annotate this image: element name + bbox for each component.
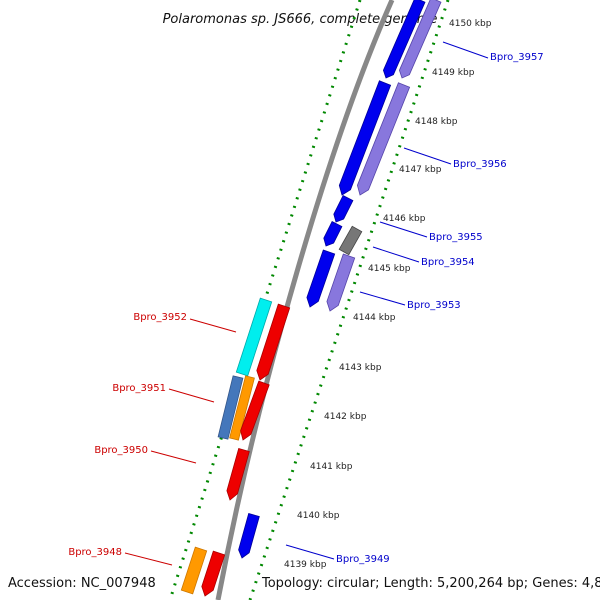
gene-label-bpro-3950[interactable]: Bpro_3950 <box>94 445 148 456</box>
label-connector-line <box>285 544 335 560</box>
gene-bpro-3951-arrow[interactable] <box>217 375 244 440</box>
kbp-tick-label: 4149 kbp <box>432 68 475 78</box>
label-connector-line <box>403 147 452 165</box>
genome-backbone <box>215 0 395 600</box>
label-connector-line <box>359 291 406 306</box>
gene-label-bpro-3956[interactable]: Bpro_3956 <box>453 159 507 170</box>
gene-label-bpro-3952[interactable]: Bpro_3952 <box>133 312 187 323</box>
kbp-tick-label: 4150 kbp <box>449 19 492 29</box>
gene-bpro-3948-arrow[interactable] <box>201 550 226 597</box>
kbp-tick-label: 4139 kbp <box>284 560 327 570</box>
label-connectors <box>124 41 489 566</box>
accession-text: Accession: NC_007948 <box>8 576 156 591</box>
genome-summary-text: Topology: circular; Length: 5,200,264 bp… <box>261 576 600 591</box>
gene-bpro-3950-arrow[interactable] <box>226 448 250 501</box>
label-connector-line <box>168 388 215 403</box>
gene-bpro-3954-arrow[interactable] <box>338 225 363 256</box>
label-connector-line <box>372 246 420 263</box>
kbp-tick-label: 4141 kbp <box>310 462 353 472</box>
gene-bpro-3949-arrow[interactable] <box>238 513 260 559</box>
gene-bpro-3953-arrow[interactable] <box>326 253 356 312</box>
label-connector-line <box>189 318 237 333</box>
label-connector-line <box>379 221 428 238</box>
gene-bpro-3951-arrow[interactable] <box>240 380 270 441</box>
kbp-tick-label: 4148 kbp <box>415 117 458 127</box>
gene-bpro-3956-arrow[interactable] <box>356 82 411 196</box>
gene-label-bpro-3951[interactable]: Bpro_3951 <box>112 383 166 394</box>
gene-bpro-3956-arrow[interactable] <box>338 80 392 196</box>
gene-label-bpro-3954[interactable]: Bpro_3954 <box>421 257 475 268</box>
label-connector-line <box>150 450 197 464</box>
gene-labels: Bpro_3957 Bpro_3956 Bpro_3955 Bpro_3954 … <box>68 52 543 565</box>
kbp-tick-label: 4143 kbp <box>339 363 382 373</box>
gene-bpro-3955-arrow[interactable] <box>333 194 354 223</box>
gene-bpro-3951-arrow[interactable] <box>229 375 255 441</box>
label-connector-line <box>124 552 173 566</box>
gene-bpro-3957-arrow[interactable] <box>398 0 442 79</box>
kbp-tick-label: 4146 kbp <box>383 214 426 224</box>
gene-label-bpro-3953[interactable]: Bpro_3953 <box>407 300 461 311</box>
kbp-tick-label: 4144 kbp <box>353 313 396 323</box>
gene-bpro-3948-arrow[interactable] <box>180 546 208 595</box>
gene-label-bpro-3955[interactable]: Bpro_3955 <box>429 232 483 243</box>
kbp-tick-label: 4142 kbp <box>324 412 367 422</box>
inner-tick-rail <box>248 0 450 600</box>
kbp-tick-labels: 4139 kbp 4140 kbp 4141 kbp 4142 kbp 4143… <box>284 19 492 570</box>
gene-bpro-3957-arrow[interactable] <box>382 0 426 79</box>
kbp-tick-label: 4145 kbp <box>368 264 411 274</box>
kbp-tick-label: 4140 kbp <box>297 511 340 521</box>
gene-label-bpro-3949[interactable]: Bpro_3949 <box>336 554 390 565</box>
label-connector-line <box>442 41 489 59</box>
gene-label-bpro-3957[interactable]: Bpro_3957 <box>490 52 544 63</box>
gene-bpro-3952-arrow[interactable] <box>256 303 291 381</box>
gene-label-bpro-3948[interactable]: Bpro_3948 <box>68 547 122 558</box>
gene-bpro-3952-arrow[interactable] <box>235 297 273 377</box>
kbp-tick-label: 4147 kbp <box>399 165 442 175</box>
gene-features <box>180 0 442 597</box>
gene-bpro-3953-arrow[interactable] <box>306 249 336 308</box>
map-title: Polaromonas sp. JS666, complete genome <box>163 12 438 27</box>
gene-bpro-3954-arrow[interactable] <box>323 220 343 247</box>
